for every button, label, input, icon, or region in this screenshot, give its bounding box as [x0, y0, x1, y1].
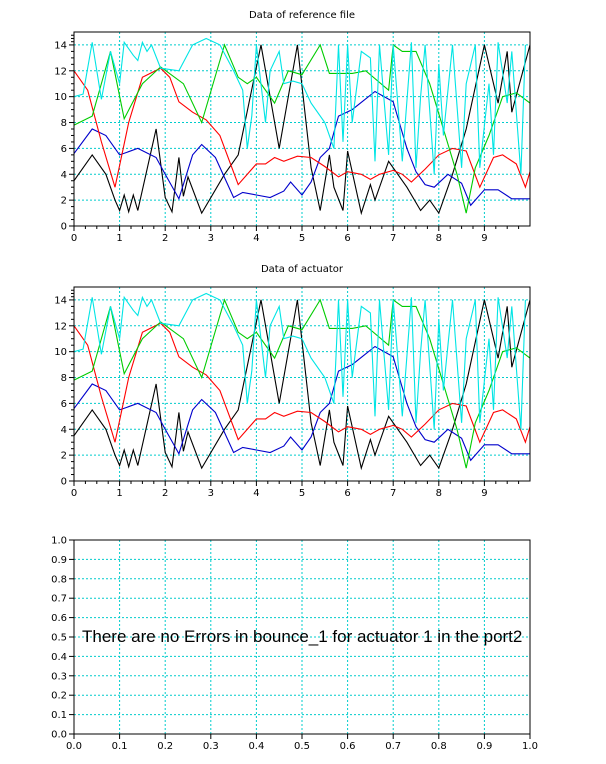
x-tick-label: 0.8: [431, 741, 447, 752]
plot1-grid: [74, 32, 530, 226]
x-tick-label: 0.5: [294, 741, 310, 752]
y-tick-label: 12: [54, 321, 67, 332]
y-tick-label: 4: [61, 170, 67, 181]
x-tick-label: 5: [299, 488, 305, 499]
plot3-area: 0.0 0.1 0.2 0.3 0.4 0.5 0.6 0.7 0.8 0.9 1.0 0.0 0.1 0…: [51, 536, 538, 753]
plot2-series-2: [73, 345, 530, 462]
x-tick-label: 1: [116, 488, 122, 499]
y-tick-label: 0.1: [51, 710, 67, 721]
x-tick-label: 0.3: [203, 741, 219, 752]
error-message: There are no Errors in bounce_1 for actu…: [82, 627, 522, 646]
x-tick-label: 0.9: [476, 741, 492, 752]
y-tick-label: 6: [61, 144, 67, 155]
x-tick-label: 2: [162, 488, 168, 499]
x-tick-label: 1: [116, 233, 122, 244]
plot1-title: Data of reference file: [249, 10, 355, 21]
plot2-series-1: [73, 299, 531, 471]
x-tick-label: 3: [208, 233, 214, 244]
y-tick-label: 8: [61, 118, 67, 129]
y-tick-label: 6: [61, 399, 67, 410]
y-tick-label: 14: [54, 40, 67, 51]
y-tick-label: 4: [61, 425, 67, 436]
x-tick-label: 3: [208, 488, 214, 499]
y-tick-label: 1.0: [51, 536, 67, 547]
x-tick-label: 4: [253, 233, 259, 244]
y-tick-label: 8: [61, 373, 67, 384]
x-tick-label: 7: [390, 488, 396, 499]
plot2-series-3: [73, 322, 531, 444]
x-tick-label: 1.0: [522, 741, 538, 752]
x-tick-label: 0.2: [157, 741, 173, 752]
x-tick-label: 0.7: [385, 741, 401, 752]
plot2-series-5: [73, 292, 526, 430]
plot1-series-2: [73, 90, 530, 207]
x-tick-label: 0: [71, 233, 77, 244]
y-tick-label: 0.7: [51, 594, 67, 605]
y-tick-label: 14: [54, 295, 67, 306]
plot2-series-4: [73, 298, 531, 469]
x-tick-label: 0: [71, 488, 77, 499]
plot1-series-5: [73, 37, 526, 175]
plot1-series-4: [73, 43, 531, 214]
x-tick-label: 6: [344, 233, 350, 244]
x-tick-label: 2: [162, 233, 168, 244]
y-tick-label: 0.9: [51, 555, 67, 566]
y-tick-label: 0.5: [51, 633, 67, 644]
x-tick-label: 6: [344, 488, 350, 499]
y-tick-label: 0.6: [51, 613, 67, 624]
x-tick-label: 4: [253, 488, 259, 499]
plot2-title: Data of actuator: [261, 264, 344, 275]
x-tick-label: 9: [481, 488, 487, 499]
y-tick-label: 10: [54, 92, 67, 103]
plot1-series-1: [73, 44, 531, 216]
y-tick-label: 10: [54, 347, 67, 358]
y-tick-label: 0.8: [51, 574, 67, 585]
x-tick-label: 0.1: [112, 741, 128, 752]
x-tick-label: 5: [299, 233, 305, 244]
y-tick-label: 0: [61, 222, 67, 233]
x-tick-label: 0.4: [248, 741, 264, 752]
x-tick-label: 9: [481, 233, 487, 244]
x-tick-label: 8: [436, 233, 442, 244]
y-tick-label: 2: [61, 451, 67, 462]
x-tick-label: 0.6: [340, 741, 356, 752]
y-tick-label: 0.0: [51, 730, 67, 741]
y-tick-label: 0.3: [51, 671, 67, 682]
x-tick-label: 7: [390, 233, 396, 244]
x-tick-label: 8: [436, 488, 442, 499]
y-tick-label: 12: [54, 66, 67, 77]
plot1-series-3: [73, 67, 531, 189]
x-tick-label: 0.0: [66, 741, 82, 752]
y-tick-label: 0: [61, 477, 67, 488]
y-tick-label: 0.2: [51, 691, 67, 702]
y-tick-label: 2: [61, 196, 67, 207]
plot2-grid: [74, 287, 530, 481]
y-tick-label: 0.4: [51, 652, 67, 663]
